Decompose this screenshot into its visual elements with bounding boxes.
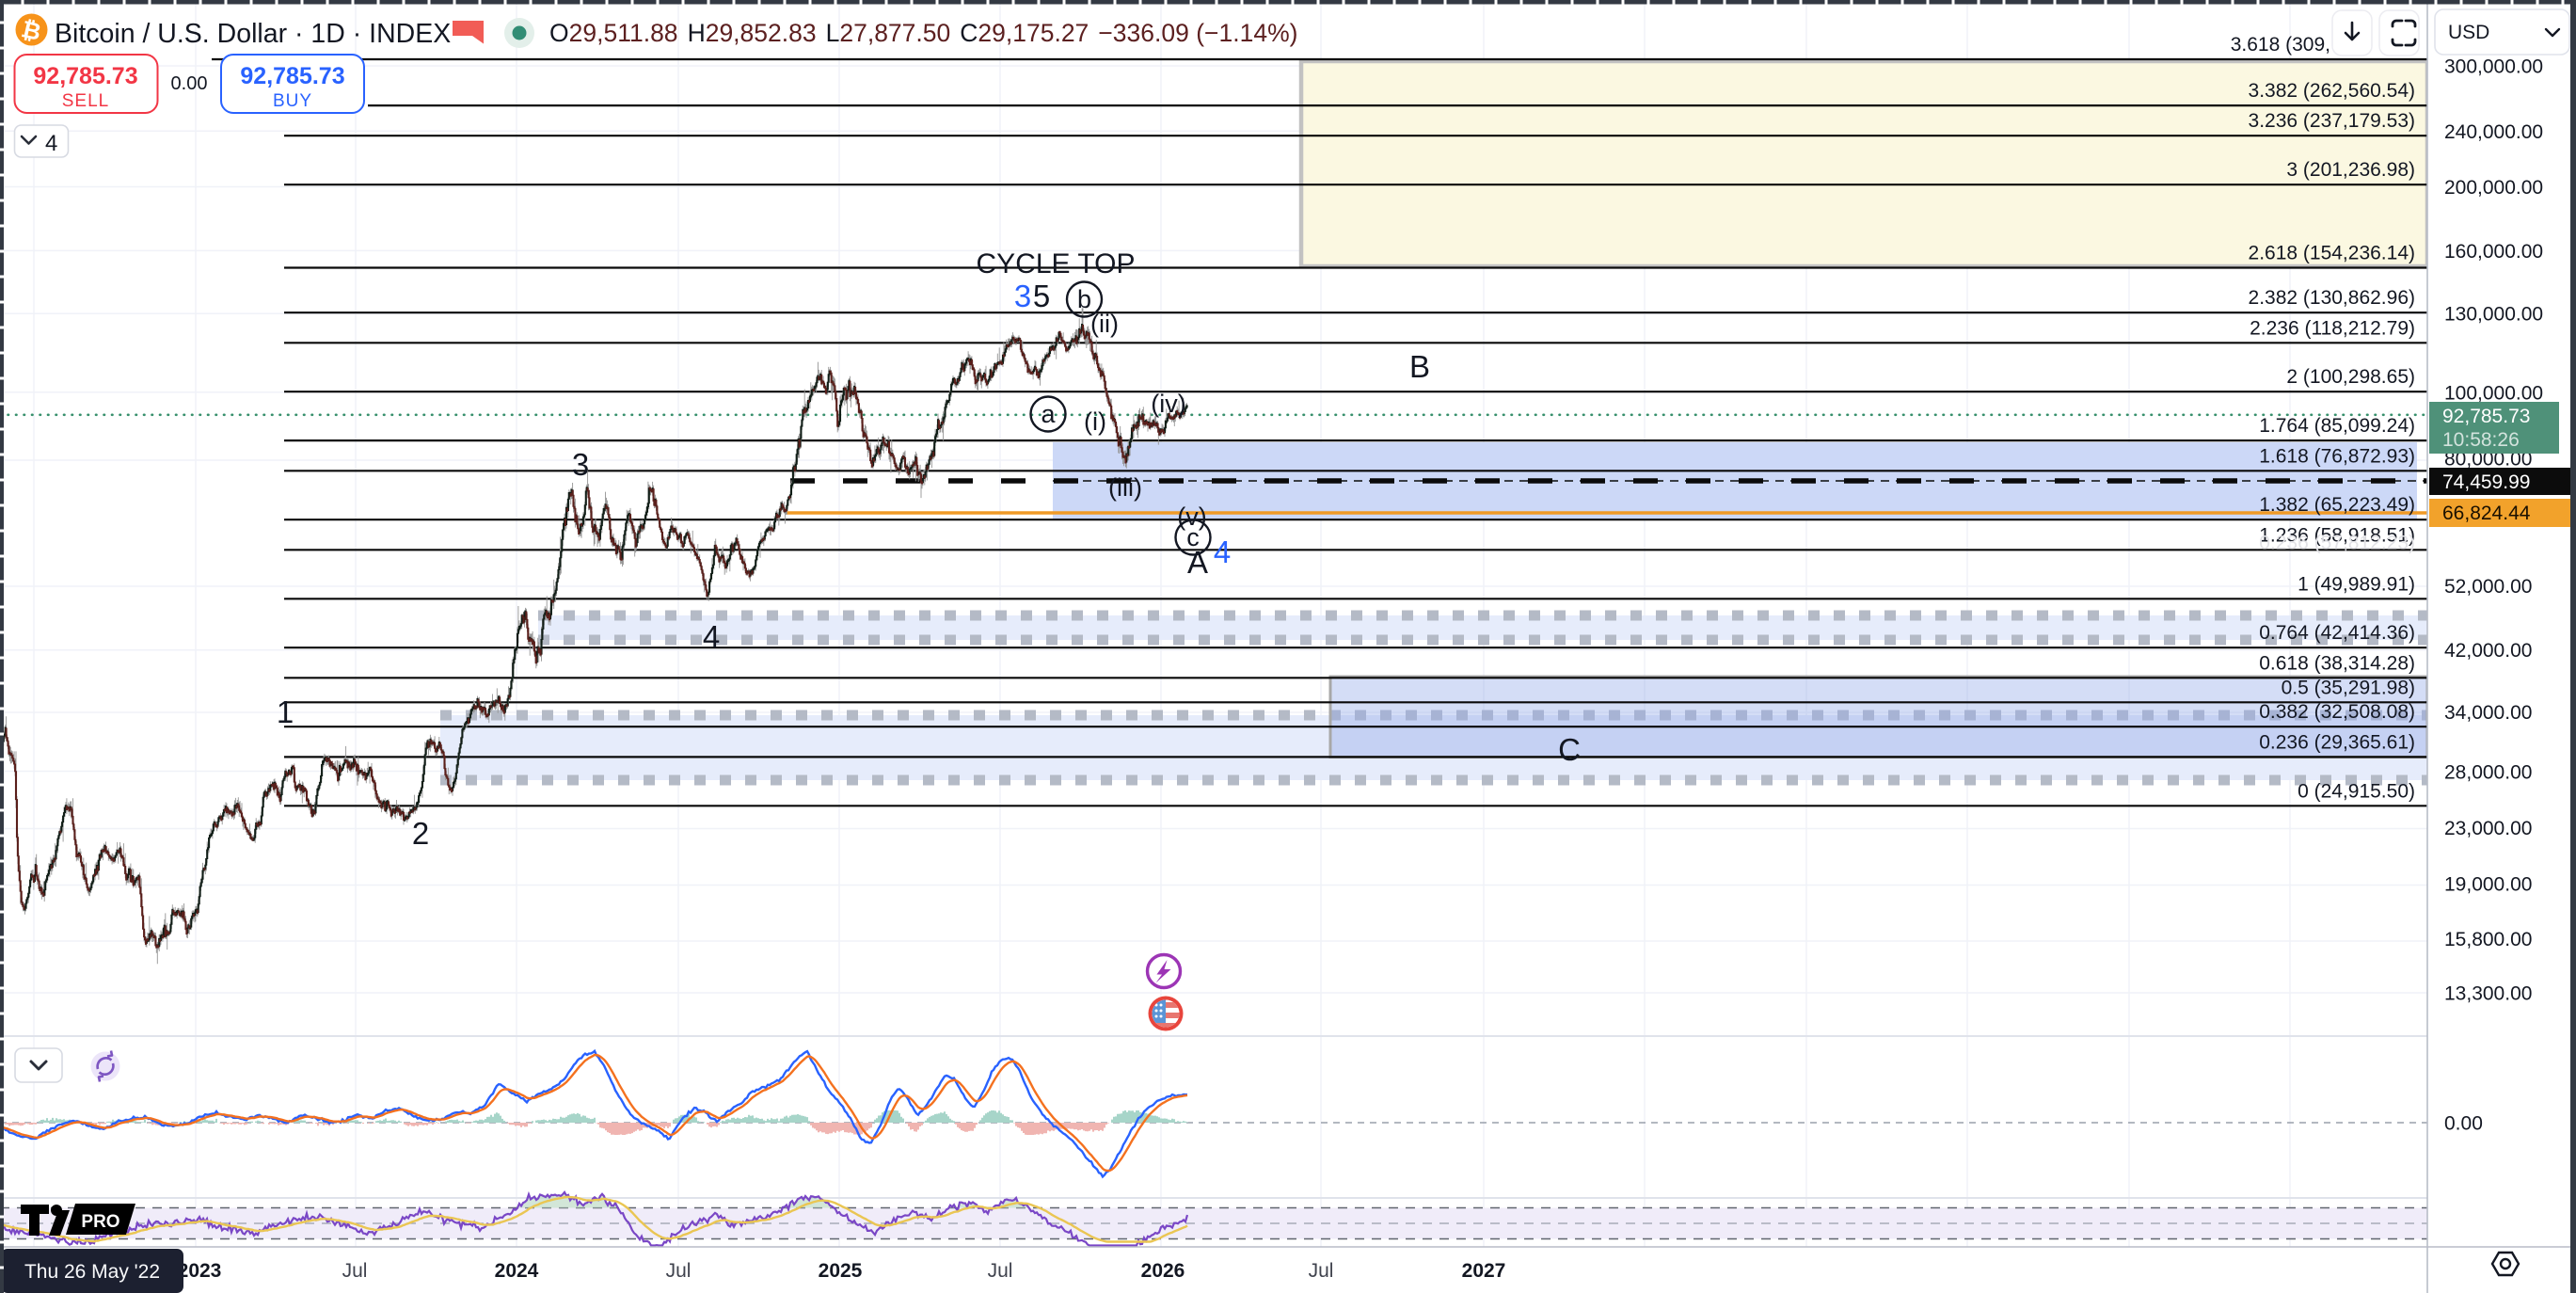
svg-text:BUY: BUY bbox=[273, 91, 312, 111]
svg-text:(ii): (ii) bbox=[1090, 310, 1119, 338]
svg-text:0.5 (35,291.98): 0.5 (35,291.98) bbox=[2282, 677, 2415, 698]
svg-text:0.382 (32,508.08): 0.382 (32,508.08) bbox=[2259, 701, 2415, 723]
svg-text:1.236 (58,918.51): 1.236 (58,918.51) bbox=[2259, 524, 2415, 546]
svg-text:3.382 (262,560.54): 3.382 (262,560.54) bbox=[2249, 80, 2415, 102]
svg-text:Jul: Jul bbox=[342, 1260, 368, 1282]
svg-text:Jul: Jul bbox=[988, 1260, 1013, 1282]
svg-text:(v): (v) bbox=[1177, 503, 1206, 531]
svg-text:c: c bbox=[1186, 523, 1200, 551]
svg-text:B: B bbox=[1409, 349, 1430, 384]
svg-text:USD: USD bbox=[2448, 22, 2489, 43]
svg-text:0 (24,915.50): 0 (24,915.50) bbox=[2298, 780, 2415, 802]
svg-text:42,000.00: 42,000.00 bbox=[2444, 640, 2532, 662]
svg-text:2: 2 bbox=[412, 816, 429, 851]
svg-text:74,459.99: 74,459.99 bbox=[2442, 471, 2530, 493]
svg-text:300,000.00: 300,000.00 bbox=[2444, 56, 2543, 78]
svg-text:15,800.00: 15,800.00 bbox=[2444, 929, 2532, 950]
svg-text:Bitcoin / U.S. Dollar · 1D · I: Bitcoin / U.S. Dollar · 1D · INDEX bbox=[55, 19, 451, 49]
svg-text:2025: 2025 bbox=[819, 1260, 863, 1282]
svg-text:3 (201,236.98): 3 (201,236.98) bbox=[2286, 159, 2415, 181]
svg-text:2.618 (154,236.14): 2.618 (154,236.14) bbox=[2249, 243, 2415, 264]
svg-text:2024: 2024 bbox=[495, 1260, 539, 1282]
svg-text:13,300.00: 13,300.00 bbox=[2444, 982, 2532, 1004]
svg-text:2023: 2023 bbox=[178, 1260, 222, 1282]
svg-text:Thu 26 May '22: Thu 26 May '22 bbox=[24, 1261, 160, 1283]
svg-text:4: 4 bbox=[703, 619, 720, 654]
svg-text:b: b bbox=[1077, 285, 1091, 313]
svg-text:160,000.00: 160,000.00 bbox=[2444, 241, 2543, 263]
svg-text:1: 1 bbox=[277, 694, 294, 729]
svg-text:34,000.00: 34,000.00 bbox=[2444, 702, 2532, 724]
svg-text:CYCLE TOP: CYCLE TOP bbox=[977, 248, 1136, 279]
svg-text:52,000.00: 52,000.00 bbox=[2444, 576, 2532, 598]
svg-text:1 (49,989.91): 1 (49,989.91) bbox=[2298, 573, 2415, 595]
svg-text:23,000.00: 23,000.00 bbox=[2444, 818, 2532, 839]
svg-text:Jul: Jul bbox=[666, 1260, 692, 1282]
svg-text:3.618 (309,: 3.618 (309, bbox=[2231, 34, 2330, 56]
svg-text:10:58:26: 10:58:26 bbox=[2442, 429, 2520, 451]
svg-text:0.236 (29,365.61): 0.236 (29,365.61) bbox=[2259, 731, 2415, 753]
svg-text:(iii): (iii) bbox=[1108, 473, 1142, 502]
svg-text:a: a bbox=[1041, 400, 1056, 428]
svg-text:1.618 (76,872.93): 1.618 (76,872.93) bbox=[2259, 445, 2415, 467]
svg-text:C: C bbox=[1558, 732, 1581, 767]
svg-text:A: A bbox=[1187, 545, 1208, 580]
svg-text:100,000.00: 100,000.00 bbox=[2444, 382, 2543, 404]
svg-text:0.00: 0.00 bbox=[171, 73, 208, 94]
svg-text:2027: 2027 bbox=[1462, 1260, 1506, 1282]
svg-text:92,785.73: 92,785.73 bbox=[240, 63, 344, 89]
svg-text:(iv): (iv) bbox=[1151, 390, 1185, 418]
svg-text:(i): (i) bbox=[1084, 407, 1106, 436]
svg-text:28,000.00: 28,000.00 bbox=[2444, 761, 2532, 783]
svg-text:92,785.73: 92,785.73 bbox=[33, 63, 137, 89]
svg-text:66,824.44: 66,824.44 bbox=[2442, 503, 2531, 524]
svg-text:2.236 (118,212.79): 2.236 (118,212.79) bbox=[2250, 317, 2415, 339]
svg-text:2 (100,298.65): 2 (100,298.65) bbox=[2286, 366, 2415, 388]
svg-text:4: 4 bbox=[1214, 535, 1231, 569]
svg-text:19,000.00: 19,000.00 bbox=[2444, 874, 2532, 896]
svg-text:0.764 (42,414.36): 0.764 (42,414.36) bbox=[2259, 622, 2415, 644]
svg-text:0.618 (38,314.28): 0.618 (38,314.28) bbox=[2259, 652, 2415, 674]
svg-text:3: 3 bbox=[1014, 279, 1031, 313]
svg-text:2026: 2026 bbox=[1141, 1260, 1185, 1282]
svg-text:4: 4 bbox=[45, 131, 57, 156]
svg-text:Jul: Jul bbox=[1309, 1260, 1334, 1282]
svg-text:0.00: 0.00 bbox=[2444, 1113, 2483, 1135]
svg-text:200,000.00: 200,000.00 bbox=[2444, 177, 2543, 199]
svg-text:0.236 (57,812.23): 0.236 (57,812.23) bbox=[2259, 533, 2415, 554]
svg-text:3: 3 bbox=[572, 447, 589, 482]
svg-text:80,000.00: 80,000.00 bbox=[2444, 449, 2532, 471]
svg-text:92,785.73: 92,785.73 bbox=[2442, 406, 2530, 427]
svg-text:PRO: PRO bbox=[81, 1212, 119, 1232]
svg-text:1.382 (65,223.49): 1.382 (65,223.49) bbox=[2259, 494, 2415, 516]
svg-text:1.764 (85,099.24): 1.764 (85,099.24) bbox=[2259, 415, 2415, 437]
svg-text:SELL: SELL bbox=[62, 91, 109, 111]
svg-text:5: 5 bbox=[1033, 279, 1050, 313]
svg-text:130,000.00: 130,000.00 bbox=[2444, 304, 2543, 326]
svg-text:3.236 (237,179.53): 3.236 (237,179.53) bbox=[2249, 110, 2415, 132]
svg-text:240,000.00: 240,000.00 bbox=[2444, 121, 2543, 143]
svg-text:2.382 (130,862.96): 2.382 (130,862.96) bbox=[2249, 287, 2415, 309]
